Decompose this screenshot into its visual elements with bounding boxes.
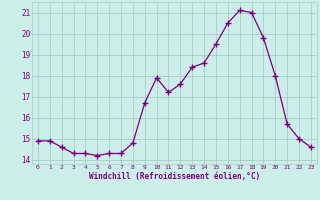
X-axis label: Windchill (Refroidissement éolien,°C): Windchill (Refroidissement éolien,°C) (89, 172, 260, 181)
